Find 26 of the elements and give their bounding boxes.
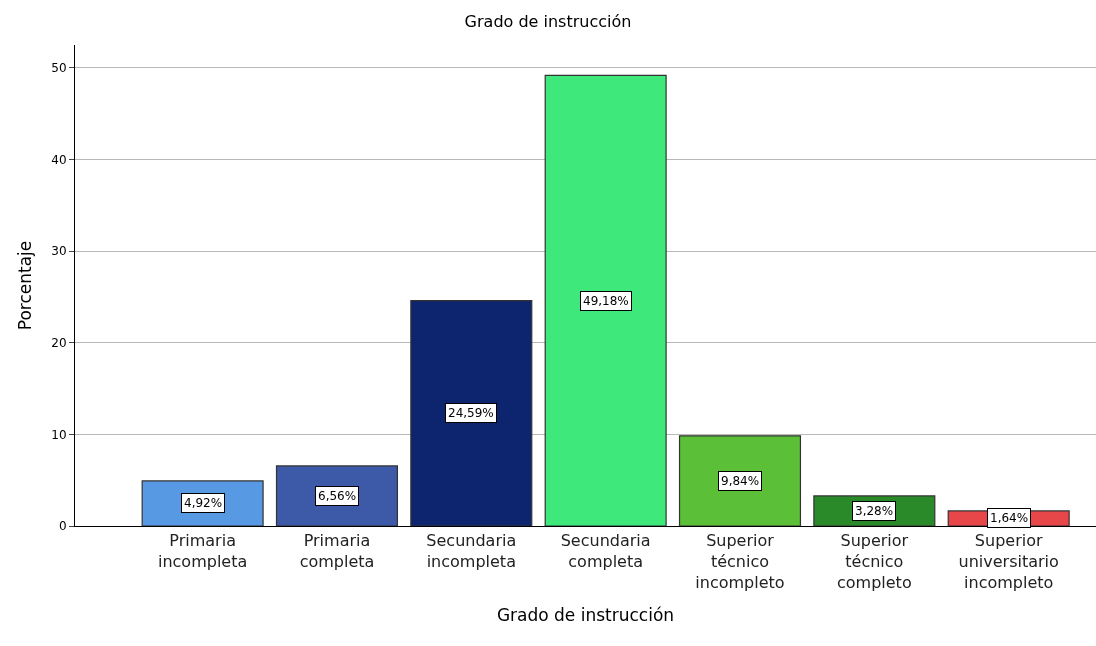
- x-tick-label: Secundaria completa: [560, 531, 651, 571]
- x-tick-label: Superior técnico completo: [837, 531, 912, 592]
- y-tick-label: 30: [51, 244, 67, 259]
- data-label: 1,64%: [990, 511, 1029, 525]
- x-tick-label: Superior técnico incompleto: [695, 531, 785, 592]
- y-tick-label: 0: [58, 519, 67, 534]
- x-tick-label: Primaria incompleta: [157, 531, 248, 571]
- chart-title: Grado de instrucción: [464, 12, 632, 32]
- x-tick-label: Superior universitario incompleto: [958, 531, 1059, 592]
- x-axis-title: Grado de instrucción: [496, 605, 675, 626]
- bar: [544, 74, 667, 526]
- data-label: 24,59%: [448, 406, 494, 420]
- x-tick-label: Primaria completa: [299, 531, 375, 571]
- bar: [678, 435, 802, 526]
- y-tick-label: 20: [51, 335, 67, 350]
- data-label: 49,18%: [583, 294, 629, 308]
- y-axis-title: Porcentaje: [14, 240, 35, 331]
- bar: [410, 300, 533, 526]
- data-label: 6,56%: [318, 489, 357, 503]
- data-label: 9,84%: [721, 474, 760, 488]
- data-label: 4,92%: [184, 496, 223, 510]
- data-label: 3,28%: [855, 504, 894, 518]
- y-tick-label: 40: [51, 152, 67, 167]
- y-tick-label: 50: [51, 61, 67, 76]
- y-tick-label: 10: [51, 427, 67, 442]
- x-tick-label: Secundaria incompleta: [426, 531, 517, 571]
